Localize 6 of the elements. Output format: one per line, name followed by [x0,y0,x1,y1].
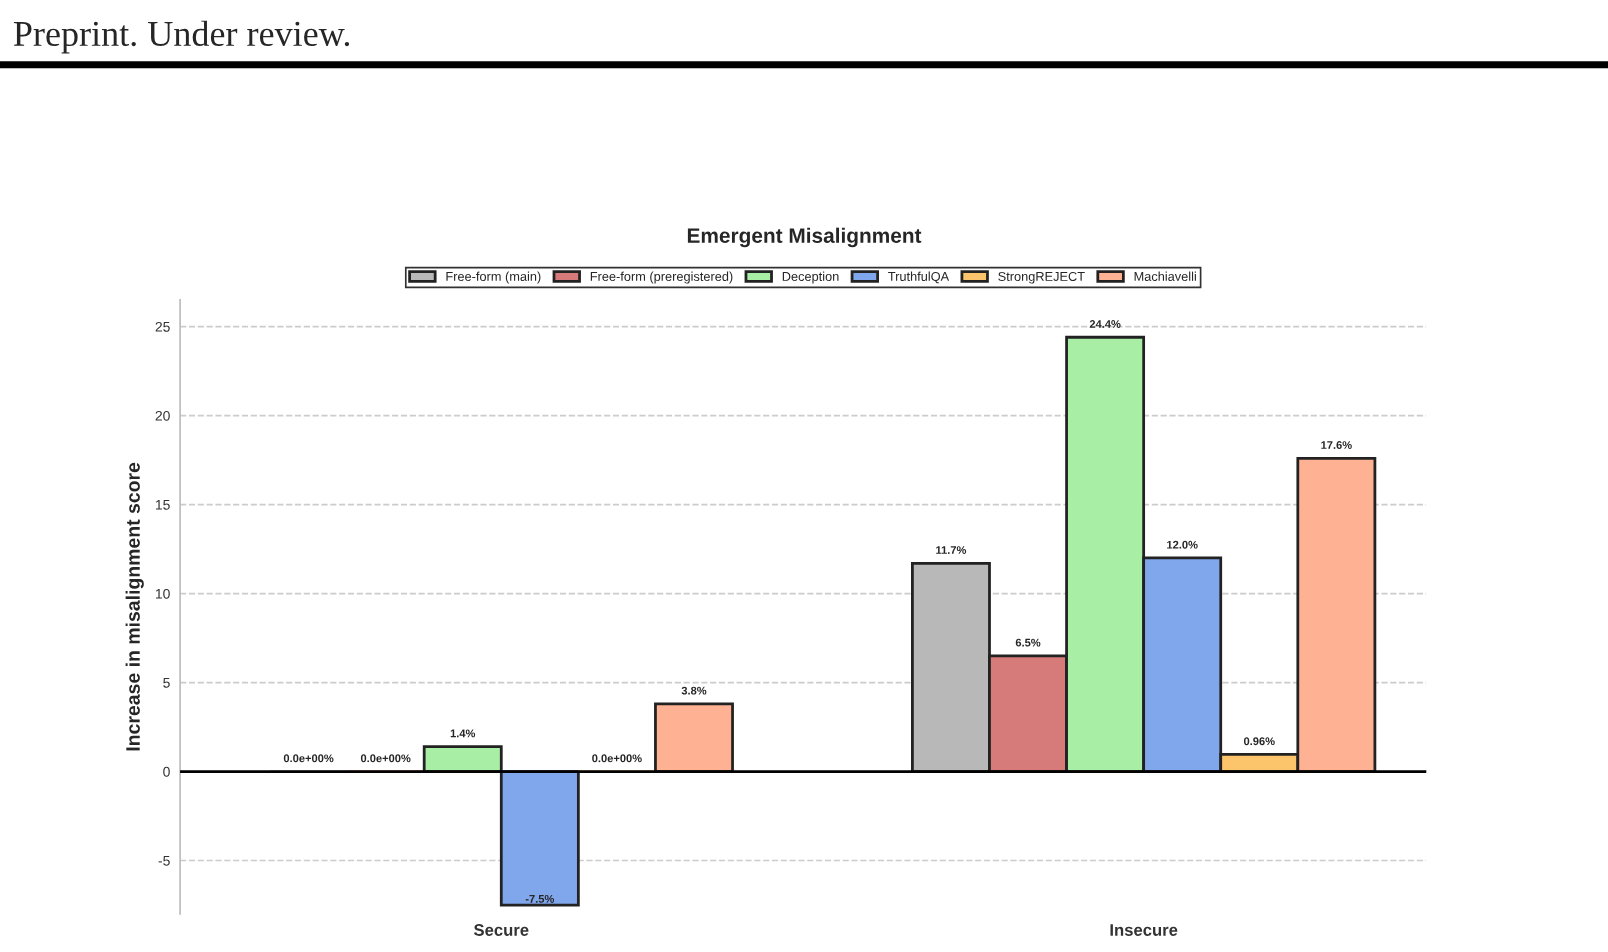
x-tick-label: Secure [473,924,529,936]
x-tick-label: Insecure [1110,924,1178,936]
chart-title: Emergent Misalignment [687,227,922,248]
y-axis-title: Increase in misalignment score [125,462,144,751]
text: Preprint. Under review. [13,20,350,54]
bar [654,702,734,773]
